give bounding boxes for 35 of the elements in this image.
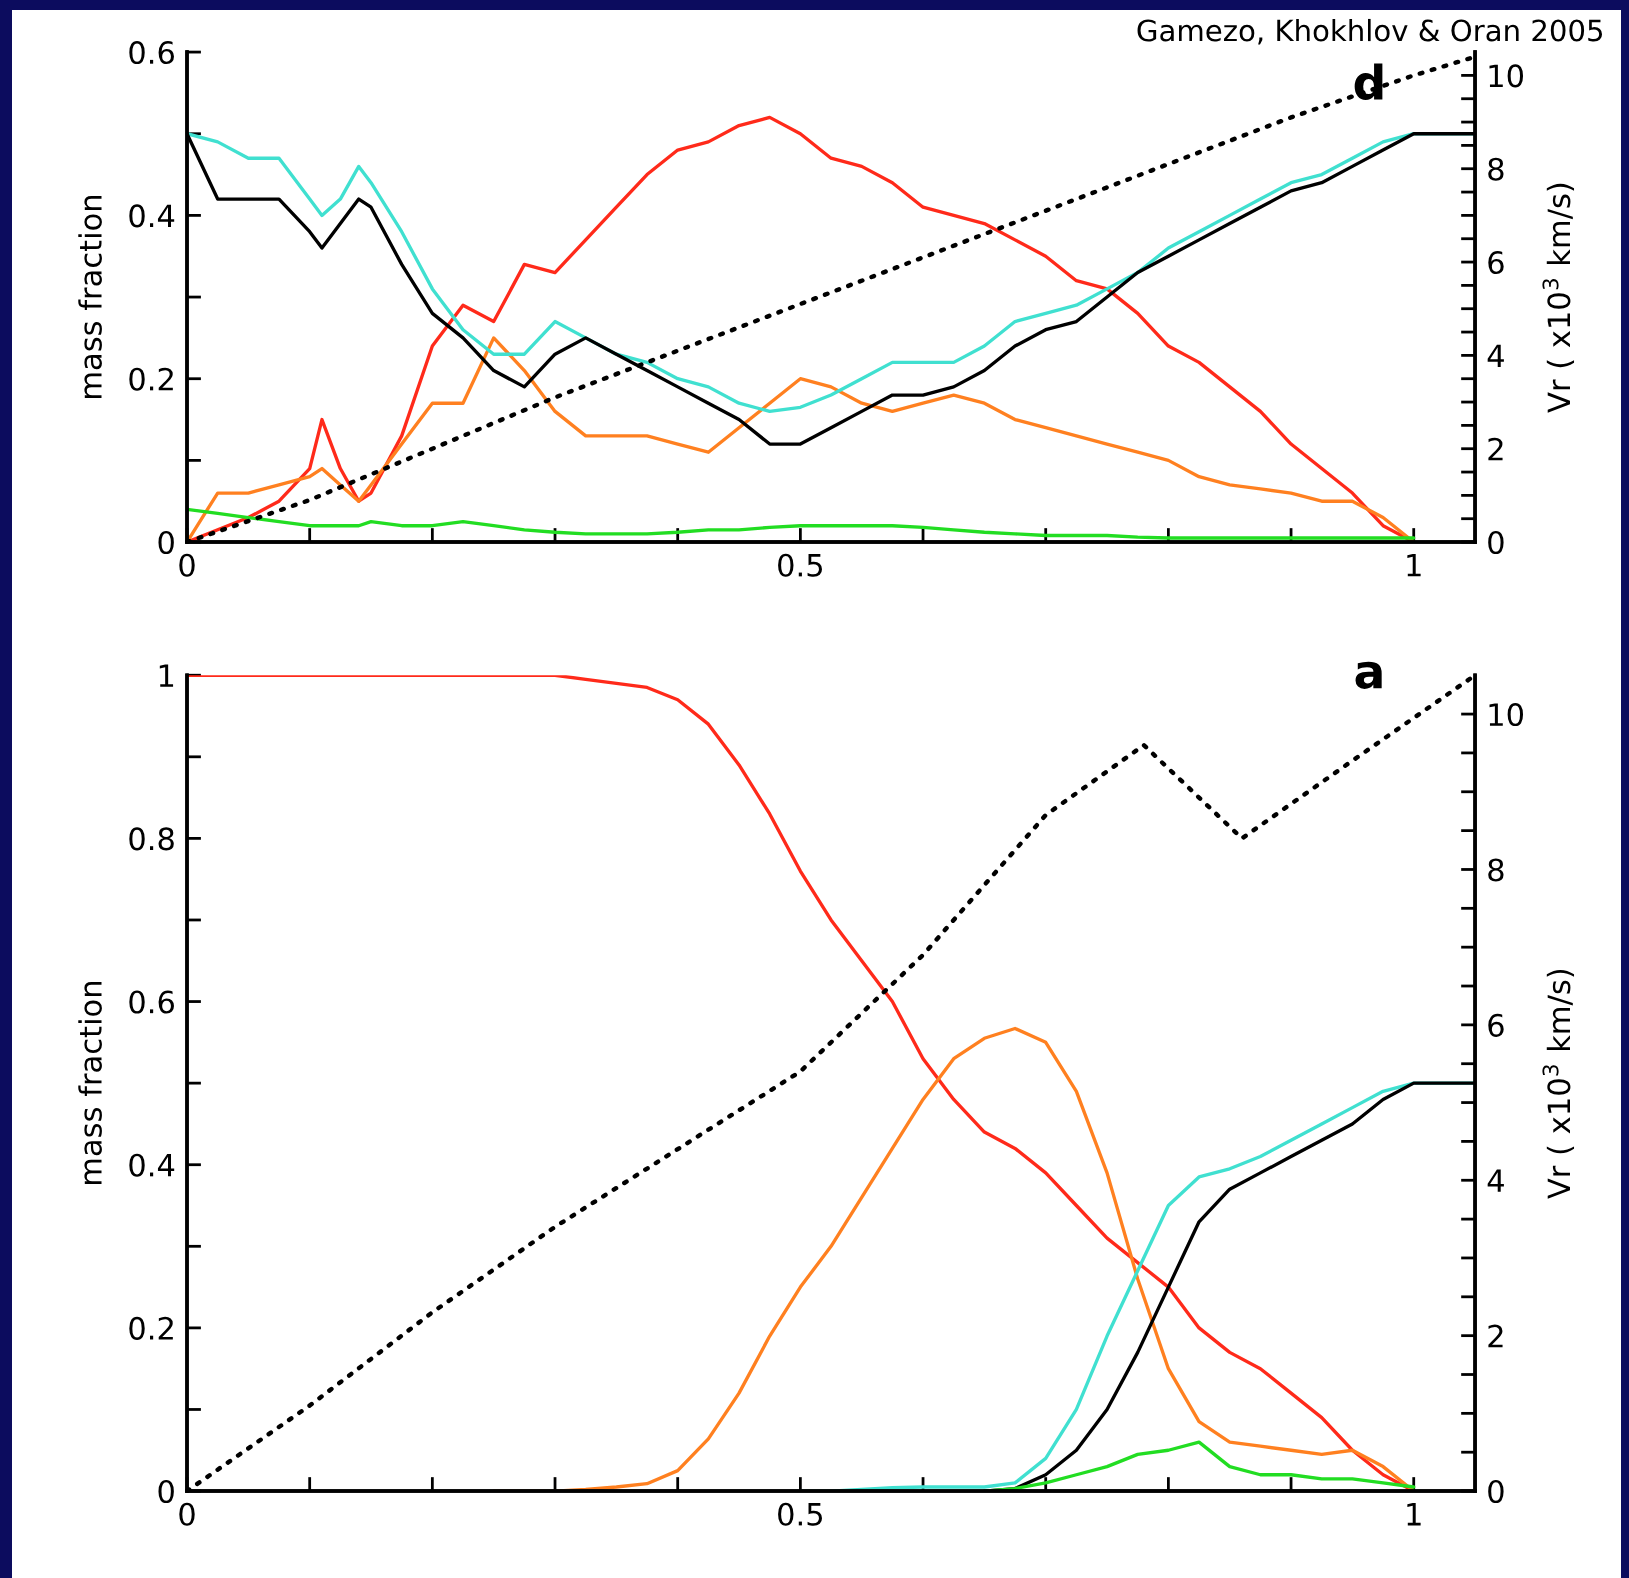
y-tick-label: 0.2 [129, 1316, 173, 1340]
y-tick-label: 0.8 [129, 827, 174, 851]
y2-tick-label: 6 [1488, 1013, 1504, 1037]
y-tick-label: 0.4 [129, 1153, 175, 1177]
y2-tick-label: 2 [1488, 1324, 1503, 1348]
y2-tick-label: 6 [1488, 250, 1504, 275]
y-tick-label: 0.6 [129, 990, 174, 1014]
y2-tick-label: 0 [1488, 1479, 1504, 1504]
annotation: a [1355, 661, 1382, 689]
y-axis-title: mass fraction [78, 195, 102, 398]
y-tick-label: 0.4 [129, 204, 175, 228]
y-tick-label: 0 [158, 1479, 174, 1504]
y-axis-title: mass fraction [78, 982, 102, 1185]
y-tick-label: 1 [159, 664, 174, 687]
y2-tick-label: 8 [1488, 858, 1504, 882]
x-tick-label: 1 [1407, 1503, 1421, 1526]
x-tick-label: 0 [179, 1502, 195, 1526]
x-tick-label: 0.5 [778, 553, 822, 577]
y-tick-label: 0 [158, 530, 174, 555]
y2-tick-label: 10 [1489, 703, 1524, 727]
y2-tick-label: 0 [1488, 530, 1504, 555]
y-tick-label: 0.6 [129, 41, 174, 65]
y2-tick-label: 2 [1488, 437, 1503, 461]
y2-axis-title: Vr ( x10$^{3}$ km/s) [1542, 183, 1575, 413]
y2-tick-label: 4 [1487, 344, 1504, 367]
text: Gamezo, Khokhlov & Oran 2005 [1137, 18, 1603, 45]
y2-tick-label: 8 [1488, 157, 1504, 181]
y2-tick-label: 10 [1489, 64, 1524, 88]
y2-tick-label: 4 [1487, 1169, 1504, 1192]
y2-axis-title: Vr ( x10$^{3}$ km/s) [1542, 969, 1575, 1199]
x-tick-label: 0 [179, 553, 195, 577]
x-tick-label: 0.5 [778, 1502, 822, 1526]
y-tick-label: 0.2 [129, 367, 173, 391]
x-tick-label: 1 [1407, 554, 1421, 577]
annotation: d [1354, 63, 1383, 101]
